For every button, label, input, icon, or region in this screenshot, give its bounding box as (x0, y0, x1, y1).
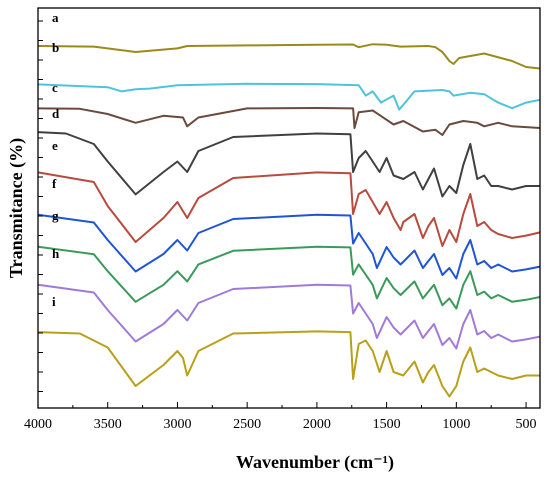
series-label-h: h (52, 246, 60, 261)
x-tick-label: 1000 (442, 417, 470, 432)
series-label-i: i (52, 294, 56, 309)
spectrum-line-f (37, 213, 541, 280)
x-tick-label: 3500 (94, 417, 122, 432)
series-label-c: c (52, 80, 58, 95)
spectrum-line-e (37, 171, 541, 247)
spectrum-line-g (37, 245, 541, 310)
spectrum-line-c (37, 107, 541, 136)
x-tick-label: 1500 (373, 417, 401, 432)
spectrum-line-b (37, 82, 541, 111)
x-tick-label: 4000 (24, 417, 52, 432)
spectrum-line-a (37, 43, 541, 70)
x-tick-label: 2000 (303, 417, 331, 432)
spectrum-line-i (37, 330, 540, 398)
x-tick-label: 500 (516, 417, 537, 432)
series-label-a: a (52, 10, 59, 25)
ticks-layer: 4000 3500 3000 2500 2000 1500 1000 500 (24, 20, 537, 432)
x-tick-label: 3000 (163, 417, 191, 432)
x-axis-title: Wavenumber (cm⁻¹) (236, 452, 394, 473)
y-axis-title: Transmitance (%) (6, 138, 27, 278)
series-layer (37, 43, 541, 398)
series-label-e: e (52, 138, 58, 153)
series-label-f: f (52, 176, 57, 191)
spectrum-line-d (37, 131, 540, 198)
series-label-b: b (52, 40, 59, 55)
series-label-g: g (52, 208, 59, 223)
plot-frame (37, 7, 541, 409)
x-tick-label: 2500 (233, 417, 261, 432)
spectrum-line-h (37, 283, 541, 350)
series-label-d: d (52, 106, 60, 121)
series-labels-layer: ab cd e f g h i (52, 10, 60, 309)
